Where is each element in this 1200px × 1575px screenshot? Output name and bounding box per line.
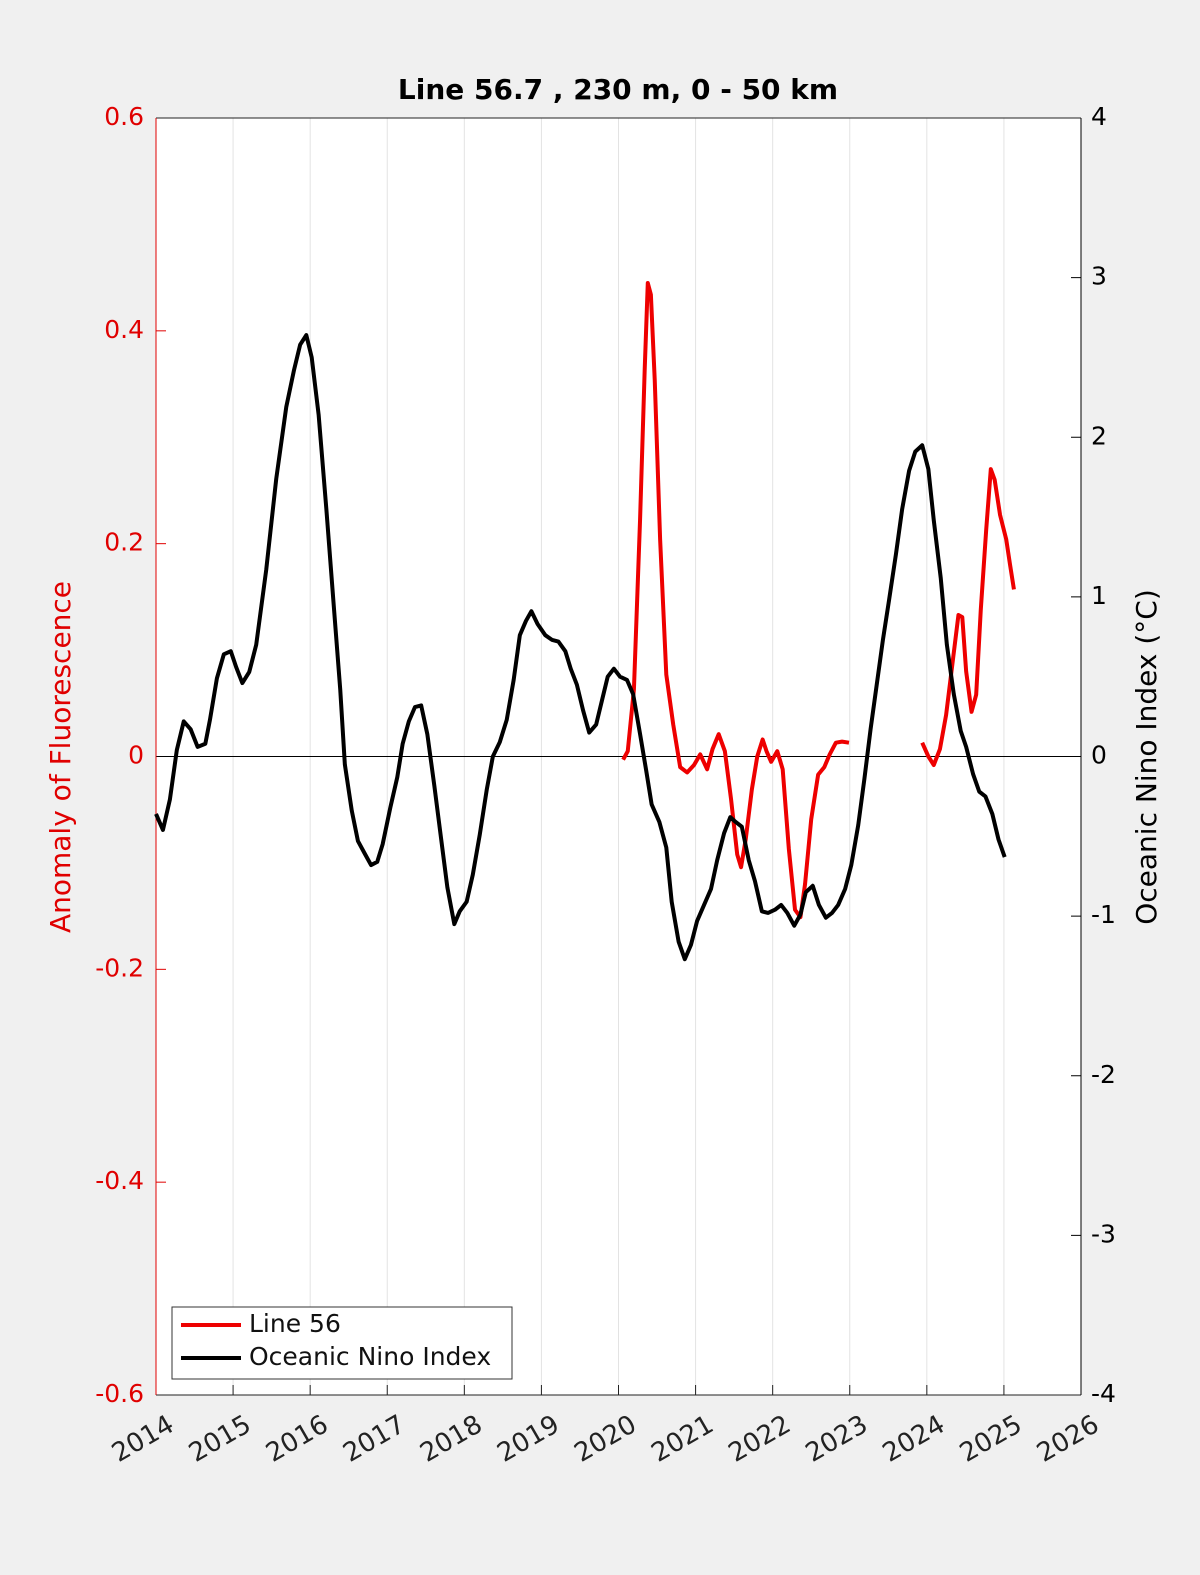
y-tick-label: 0 bbox=[128, 741, 144, 770]
y-tick-label: 0.6 bbox=[104, 102, 144, 131]
x-tick-label: 2020 bbox=[569, 1410, 641, 1469]
data-line bbox=[621, 280, 1016, 920]
x-tick-label: 2018 bbox=[415, 1410, 487, 1469]
x-tick-label: 2017 bbox=[338, 1410, 410, 1469]
y2-tick-label: 0 bbox=[1091, 741, 1107, 770]
y-axis-label: Anomaly of Fluorescence bbox=[44, 581, 77, 933]
x-tick-label: 2014 bbox=[107, 1410, 179, 1469]
x-tick-label: 2024 bbox=[878, 1410, 950, 1469]
x-tick-label: 2025 bbox=[955, 1410, 1027, 1469]
x-tick-label: 2023 bbox=[801, 1410, 873, 1469]
x-tick-label: 2021 bbox=[647, 1410, 719, 1469]
y2-axis-label: Oceanic Nino Index (°C) bbox=[1130, 589, 1163, 925]
legend-label: Oceanic Nino Index bbox=[249, 1342, 491, 1371]
x-tick-label: 2015 bbox=[184, 1410, 256, 1469]
y2-tick-label: -4 bbox=[1091, 1379, 1116, 1408]
y2-tick-label: -1 bbox=[1091, 900, 1116, 929]
y2-tick-label: 3 bbox=[1091, 262, 1107, 291]
y-tick-label: 0.2 bbox=[104, 528, 144, 557]
y2-tick-label: 4 bbox=[1091, 102, 1107, 131]
y2-tick-label: -3 bbox=[1091, 1219, 1116, 1248]
y-tick-label: 0.4 bbox=[104, 315, 144, 344]
y2-tick-label: -2 bbox=[1091, 1060, 1116, 1089]
y-tick-label: -0.4 bbox=[95, 1166, 144, 1195]
data-line bbox=[154, 333, 1007, 962]
legend-label: Line 56 bbox=[249, 1309, 341, 1338]
x-tick-label: 2019 bbox=[492, 1410, 564, 1469]
y2-tick-label: 2 bbox=[1091, 421, 1107, 450]
y-tick-label: -0.2 bbox=[95, 953, 144, 982]
y-tick-label: -0.6 bbox=[95, 1379, 144, 1408]
y2-tick-label: 1 bbox=[1091, 581, 1107, 610]
x-tick-label: 2016 bbox=[261, 1410, 333, 1469]
legend-box bbox=[171, 1306, 513, 1380]
chart-title: Line 56.7 , 230 m, 0 - 50 km bbox=[398, 73, 838, 106]
x-tick-label: 2026 bbox=[1032, 1410, 1104, 1469]
x-tick-label: 2022 bbox=[724, 1410, 796, 1469]
